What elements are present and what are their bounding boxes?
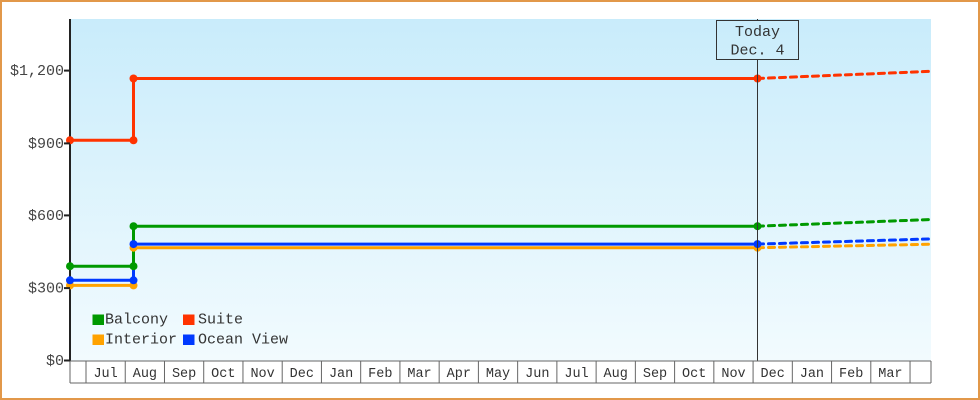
svg-text:$0: $0 [46, 353, 64, 370]
svg-text:Feb: Feb [368, 367, 392, 382]
svg-text:Dec: Dec [761, 367, 785, 382]
svg-text:Mar: Mar [878, 367, 902, 382]
svg-text:$600: $600 [28, 208, 64, 225]
svg-text:Nov: Nov [250, 367, 274, 382]
svg-text:$300: $300 [28, 281, 64, 298]
svg-text:Jul: Jul [564, 367, 588, 382]
svg-text:Suite: Suite [198, 312, 243, 329]
svg-text:Oct: Oct [682, 367, 706, 382]
svg-text:$1,200: $1,200 [10, 63, 64, 80]
svg-text:Sep: Sep [172, 367, 196, 382]
svg-text:Sep: Sep [643, 367, 667, 382]
svg-text:Nov: Nov [721, 367, 745, 382]
svg-text:Today: Today [735, 24, 780, 41]
svg-text:Aug: Aug [604, 367, 628, 382]
svg-text:Dec: Dec [290, 367, 314, 382]
svg-text:Oct: Oct [211, 367, 235, 382]
svg-text:Jan: Jan [800, 367, 824, 382]
svg-text:Interior: Interior [105, 332, 177, 349]
svg-text:Aug: Aug [133, 367, 157, 382]
svg-text:Jan: Jan [329, 367, 353, 382]
svg-text:Balcony: Balcony [105, 312, 168, 329]
svg-text:Mar: Mar [407, 367, 431, 382]
svg-text:Ocean View: Ocean View [198, 332, 288, 349]
svg-text:Jun: Jun [525, 367, 549, 382]
svg-text:Feb: Feb [839, 367, 863, 382]
svg-text:Jul: Jul [93, 367, 117, 382]
svg-text:May: May [486, 367, 510, 382]
svg-text:Apr: Apr [447, 367, 471, 382]
svg-text:$900: $900 [28, 136, 64, 153]
svg-text:Dec. 4: Dec. 4 [730, 43, 784, 60]
